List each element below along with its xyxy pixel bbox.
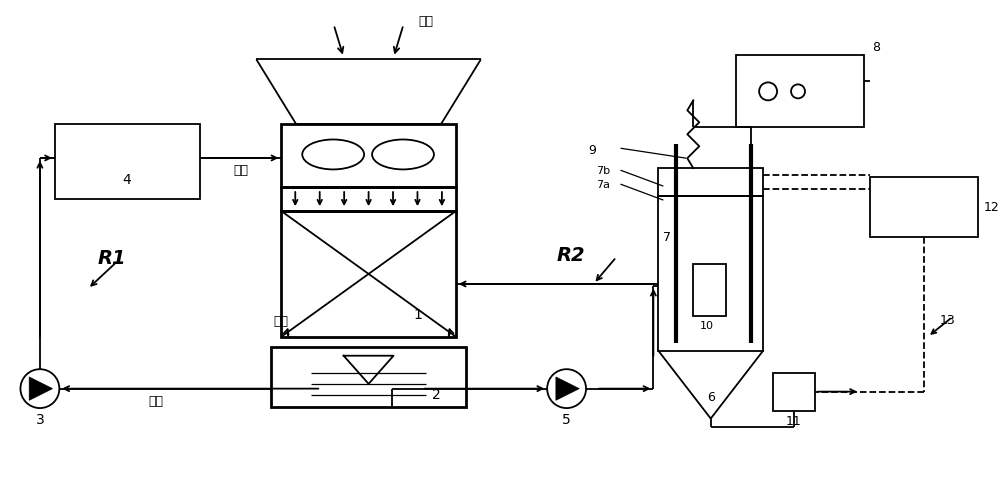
Bar	[658, 196, 763, 351]
Text: R2: R2	[556, 246, 585, 265]
Text: 7b: 7b	[597, 166, 611, 176]
Bar	[773, 373, 815, 411]
Text: 空气: 空气	[418, 15, 433, 28]
Bar	[870, 177, 978, 237]
Text: 13: 13	[940, 314, 955, 327]
Text: 9: 9	[589, 144, 596, 157]
Bar	[281, 211, 456, 337]
Bar	[271, 347, 466, 407]
Text: 6: 6	[707, 390, 715, 404]
Text: 冷水: 冷水	[148, 395, 163, 408]
Bar	[736, 56, 864, 127]
Text: 空气: 空气	[273, 315, 288, 328]
Text: 4: 4	[123, 173, 132, 187]
Text: 8: 8	[872, 42, 880, 55]
Polygon shape	[29, 377, 53, 400]
Bar	[693, 264, 726, 316]
Text: 1: 1	[413, 308, 422, 322]
Text: 2: 2	[432, 388, 441, 402]
Bar	[55, 124, 200, 199]
Text: 7: 7	[663, 231, 671, 244]
Text: 12: 12	[984, 201, 999, 214]
Text: 3: 3	[36, 413, 44, 427]
Text: 10: 10	[700, 321, 714, 331]
Bar	[281, 187, 456, 211]
Polygon shape	[556, 377, 579, 400]
Text: 11: 11	[786, 414, 802, 428]
Text: 热水: 热水	[233, 164, 248, 177]
Text: 5: 5	[562, 413, 571, 427]
Text: 7a: 7a	[597, 180, 611, 190]
Bar	[281, 124, 456, 187]
Bar	[658, 168, 763, 196]
Text: R1: R1	[97, 249, 126, 268]
